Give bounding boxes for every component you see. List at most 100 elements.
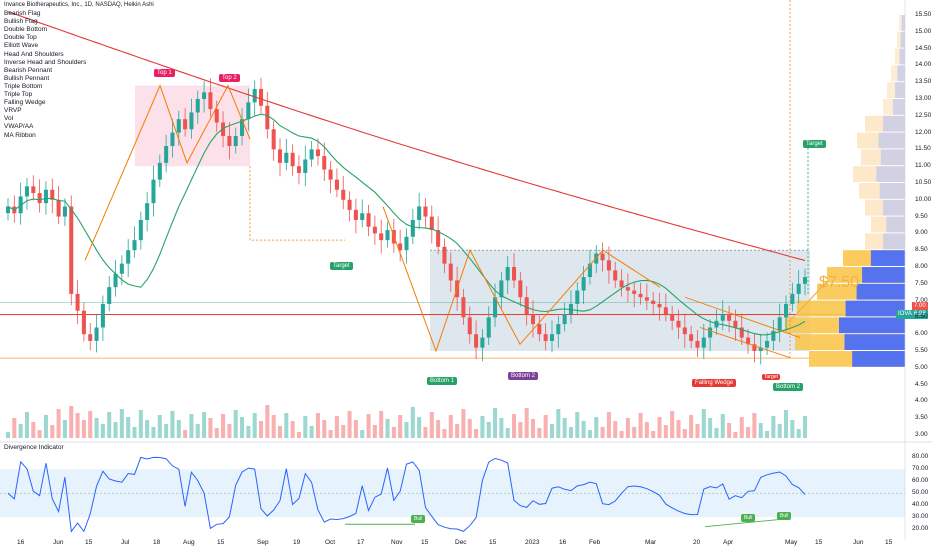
volume-bar: [480, 416, 485, 438]
volume-bar: [657, 417, 662, 438]
candle: [796, 283, 801, 294]
candle: [708, 327, 713, 338]
candle: [549, 334, 555, 341]
candle: [303, 159, 308, 173]
y-tick-label: 5.50: [915, 347, 928, 354]
candle: [562, 314, 567, 325]
indicator-item[interactable]: Bullish Pennant: [4, 74, 50, 82]
indicator-item[interactable]: VRVP: [4, 107, 22, 115]
indicator-item[interactable]: Falling Wedge: [4, 99, 46, 107]
candle: [43, 189, 48, 204]
candle: [606, 260, 611, 271]
support-line: [0, 314, 905, 316]
indicator-item[interactable]: Double Top: [4, 34, 37, 42]
candle: [543, 334, 548, 341]
volume-bar: [474, 429, 479, 438]
candle: [126, 250, 131, 264]
candle: [81, 310, 86, 335]
volume-bar: [404, 422, 409, 438]
candle: [75, 293, 80, 311]
vrvp-bin-up: [897, 65, 905, 82]
x-tick-label: Jun: [53, 539, 64, 546]
volume-bar: [18, 424, 23, 438]
volume-bar: [670, 411, 675, 438]
volume-bar: [284, 413, 289, 438]
indicator-item[interactable]: Triple Top: [4, 91, 33, 98]
candle: [581, 277, 586, 291]
candle: [221, 122, 226, 136]
volume-bar: [644, 422, 649, 438]
candle: [290, 152, 295, 167]
y-tick-label: 11.00: [915, 162, 931, 170]
bull-label-2: Bull: [741, 514, 756, 522]
candle: [164, 146, 169, 163]
volume-bar: [777, 424, 782, 438]
volume-bar: [309, 426, 314, 438]
candle: [436, 230, 441, 247]
candle: [739, 327, 744, 338]
volume-bar: [524, 408, 529, 438]
candle: [277, 149, 283, 163]
candle: [695, 340, 700, 348]
volume-bar: [176, 420, 181, 438]
osc-tick-label: 40.00: [912, 501, 929, 509]
candle: [423, 206, 428, 217]
x-tick-label: Aug: [183, 539, 195, 546]
indicator-item[interactable]: Head And Shoulders: [4, 50, 64, 58]
indicator-item[interactable]: Elliott Wave: [4, 42, 39, 50]
candle: [556, 324, 561, 335]
indicator-item[interactable]: Vol: [4, 115, 14, 123]
volume-bar: [353, 420, 358, 438]
indicator-item[interactable]: Triple Bottom: [4, 82, 43, 90]
candle: [802, 277, 808, 284]
indicator-item[interactable]: Bearish Flag: [4, 10, 41, 17]
volume-bar: [12, 418, 17, 438]
volume-bar: [651, 431, 656, 438]
vrvp-bin-up: [862, 267, 905, 283]
volume-bar: [758, 423, 763, 438]
volume-bar: [537, 428, 542, 438]
x-tick-label: Dec: [455, 539, 467, 546]
volume-bar: [221, 414, 226, 438]
indicator-item[interactable]: Bearish Pennant: [4, 66, 53, 74]
indicator-item[interactable]: Bullish Flag: [4, 18, 38, 26]
candle: [334, 179, 339, 190]
candle: [145, 203, 150, 220]
candle: [341, 189, 346, 200]
tag-target-2: Target: [803, 140, 826, 148]
candle: [328, 169, 333, 180]
indicator-item[interactable]: MA Ribbon: [4, 131, 36, 139]
candle: [600, 253, 605, 261]
osc-tick-label: 80.00: [912, 453, 929, 461]
candle: [682, 327, 687, 335]
candle: [62, 206, 67, 217]
volume-bar: [619, 431, 624, 438]
y-tick-label: 13.00: [915, 95, 932, 102]
candle: [309, 149, 314, 160]
volume-bar: [727, 423, 732, 438]
volume-bar: [682, 429, 687, 438]
price-annotation: $7.50: [819, 274, 860, 291]
indicator-item[interactable]: Double Bottom: [4, 26, 47, 34]
volume-bar: [5, 432, 11, 438]
indicator-item[interactable]: Inverse Head and Shoulders: [4, 58, 87, 66]
y-tick-label: 6.00: [915, 330, 928, 338]
double-top-path: [84, 84, 251, 261]
volume-bar: [202, 412, 207, 438]
x-tick-label: 20: [693, 539, 701, 546]
candle: [632, 290, 637, 294]
candle: [512, 267, 517, 281]
indicator-item[interactable]: VWAP/AA: [4, 123, 34, 131]
candle: [195, 99, 200, 113]
target-1-path: [249, 166, 345, 241]
candle: [727, 314, 732, 321]
candle: [151, 179, 156, 204]
candle: [619, 280, 624, 288]
candle: [202, 92, 207, 99]
candle: [758, 347, 763, 351]
candle: [37, 193, 42, 204]
candle: [537, 324, 542, 335]
candle: [575, 290, 580, 304]
volume-bar: [100, 424, 105, 438]
volume-bar: [739, 417, 744, 438]
